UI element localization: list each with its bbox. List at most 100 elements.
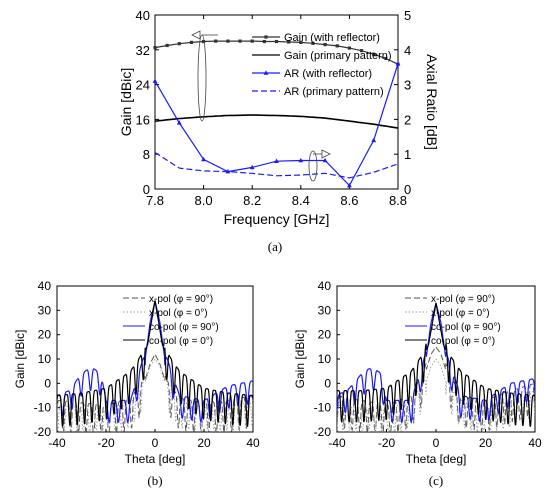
data-point — [299, 40, 303, 45]
plot-area — [337, 302, 535, 432]
legend-marker — [264, 35, 268, 39]
data-point — [274, 39, 279, 44]
series-line — [337, 302, 535, 427]
data-point — [335, 44, 339, 48]
plot-frame — [154, 14, 399, 190]
chart-a: 7.8 8.0 8.2 8.4 8.6 8.80816243240012345Freque… — [118, 8, 440, 254]
data-point — [311, 41, 315, 45]
series-line — [154, 63, 399, 187]
y-tick-label: 10 — [318, 352, 332, 366]
x-axis-label: Frequency [GHz] — [224, 211, 330, 227]
series-line — [154, 151, 399, 179]
y-tick-label: 8 — [143, 147, 150, 162]
y-tick-label: 40 — [318, 279, 332, 293]
y2-tick-label: 3 — [404, 78, 411, 93]
series-line — [337, 302, 535, 424]
legend: x-pol (φ = 90°) x-pol (φ = 0°) co-pol (φ =… — [405, 294, 501, 347]
legend-label: co-pol (φ = 90°) — [149, 322, 219, 333]
series-line — [154, 114, 399, 129]
y-tick-label: 0 — [324, 376, 331, 390]
legend-label: co-pol (φ = 90°) — [431, 322, 501, 333]
data-point — [347, 46, 351, 50]
y-tick-label: 30 — [318, 303, 332, 317]
data-point — [262, 39, 266, 44]
legend-label: x-pol (φ = 90°) — [149, 294, 213, 305]
x-tick-label: 20 — [479, 436, 493, 450]
y-tick-label: 32 — [136, 43, 150, 58]
plot-area — [57, 300, 253, 432]
y2-tick-label: 5 — [404, 8, 411, 23]
y2-tick-label: 2 — [404, 112, 411, 127]
data-point — [372, 52, 376, 56]
y-tick-label: -10 — [314, 401, 332, 415]
y-tick-label: 10 — [38, 352, 52, 366]
annotation-ellipse — [197, 34, 207, 122]
y-tick-label: 40 — [136, 8, 150, 23]
annotation-ellipse — [308, 150, 318, 182]
x-tick-label: 7.8 — [146, 193, 164, 208]
legend-label: x-pol (φ = 0°) — [149, 308, 208, 319]
x-tick-label: 8.6 — [340, 193, 358, 208]
x-tick-label: 40 — [246, 436, 260, 450]
y-axis-label: Gain [dBic] — [118, 68, 134, 136]
data-point — [250, 39, 254, 43]
y-tick-label: -20 — [314, 425, 332, 439]
data-point — [249, 164, 255, 170]
y2-tick-label: 4 — [404, 43, 411, 58]
y-tick-label: 16 — [136, 112, 150, 127]
y2-tick-label: 0 — [404, 182, 411, 197]
series-line — [57, 300, 253, 427]
data-point — [238, 39, 242, 43]
x-tick-label: 8.4 — [292, 193, 310, 208]
y-axis-label: Gain [dBic] — [293, 330, 307, 389]
data-point — [298, 157, 304, 163]
data-point — [359, 49, 364, 53]
data-point — [189, 40, 194, 45]
x-tick-label: 8.2 — [243, 193, 261, 208]
data-point — [287, 40, 291, 44]
data-point — [347, 182, 352, 188]
data-point — [152, 78, 158, 83]
annotation-arrowhead — [191, 30, 201, 40]
y-tick-label: 30 — [38, 303, 52, 317]
data-point — [177, 42, 181, 46]
data-point — [202, 39, 206, 44]
data-point — [395, 61, 401, 66]
data-point — [274, 158, 279, 163]
caption: (b) — [147, 473, 162, 488]
data-point — [226, 39, 230, 43]
y-tick-label: 20 — [318, 328, 332, 342]
x-tick-label: 20 — [197, 436, 211, 450]
y-tick-label: 24 — [136, 78, 150, 93]
legend-label: AR (with reflector) — [284, 68, 372, 80]
x-axis-label: Theta [deg] — [125, 452, 186, 466]
caption: (a) — [268, 239, 282, 254]
data-point — [176, 120, 182, 125]
x-tick-label: 0 — [152, 436, 159, 450]
legend-label: Gain (primary pattern) — [284, 50, 392, 62]
y-tick-label: -10 — [34, 401, 52, 415]
y-tick-label: 20 — [38, 328, 52, 342]
y-tick-label: 0 — [143, 182, 150, 197]
legend-label: co-pol (φ = 0°) — [431, 336, 495, 347]
x-tick-label: 40 — [528, 436, 542, 450]
y-tick-label: 0 — [44, 376, 51, 390]
legend-label: Gain (with reflector) — [284, 32, 380, 44]
y-tick-label: -20 — [34, 425, 52, 439]
legend-label: x-pol (φ = 0°) — [431, 308, 490, 319]
legend-label: co-pol (φ = 0°) — [149, 336, 213, 347]
x-tick-label: 8.8 — [389, 193, 407, 208]
legend: Gain (with reflector) Gain (primary patte… — [252, 32, 392, 98]
data-point — [371, 137, 377, 143]
data-point — [322, 157, 328, 163]
y2-tick-label: 1 — [404, 147, 411, 162]
data-point — [214, 39, 218, 43]
y-axis-label: Gain [dBic] — [13, 330, 27, 389]
data-point — [201, 156, 206, 162]
legend-marker — [263, 70, 269, 75]
data-point — [165, 43, 169, 48]
data-point — [323, 42, 327, 47]
